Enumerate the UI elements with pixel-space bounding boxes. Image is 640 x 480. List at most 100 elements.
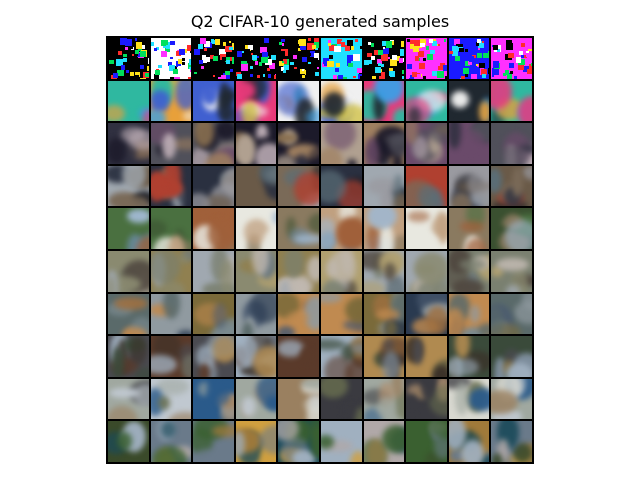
sample-image	[108, 165, 149, 207]
sample-image	[320, 38, 362, 79]
sample-image	[108, 250, 149, 292]
sample-image	[278, 336, 319, 377]
sample-image	[320, 250, 362, 292]
sample-image	[363, 208, 405, 249]
sample-image	[193, 165, 234, 207]
sample-image	[320, 123, 362, 164]
sample-image	[448, 293, 490, 335]
sample-image	[108, 80, 149, 122]
sample-image	[150, 38, 192, 79]
sample-image	[193, 293, 234, 335]
sample-image	[193, 80, 234, 122]
sample-image	[448, 208, 490, 249]
sample-image	[150, 123, 192, 164]
sample-image	[278, 378, 319, 420]
sample-image	[320, 421, 362, 462]
sample-image	[491, 165, 532, 207]
sample-image	[108, 123, 149, 164]
sample-image	[363, 123, 405, 164]
sample-image	[406, 250, 447, 292]
sample-image	[406, 336, 447, 377]
sample-image	[406, 80, 447, 122]
sample-image	[108, 38, 149, 79]
sample-image	[491, 123, 532, 164]
sample-image	[448, 165, 490, 207]
sample-image	[448, 378, 490, 420]
sample-image	[363, 336, 405, 377]
sample-image	[320, 336, 362, 377]
sample-image	[235, 336, 277, 377]
sample-image	[108, 421, 149, 462]
sample-image	[406, 293, 447, 335]
sample-image	[278, 208, 319, 249]
sample-image	[448, 80, 490, 122]
sample-image	[235, 378, 277, 420]
sample-image	[448, 421, 490, 462]
sample-image	[491, 208, 532, 249]
sample-image	[363, 378, 405, 420]
sample-image	[150, 421, 192, 462]
sample-image	[406, 208, 447, 249]
sample-image	[235, 293, 277, 335]
sample-image	[235, 250, 277, 292]
sample-image	[448, 250, 490, 292]
sample-image	[320, 378, 362, 420]
sample-image	[491, 250, 532, 292]
sample-image	[150, 378, 192, 420]
sample-image	[406, 38, 447, 79]
sample-image	[278, 165, 319, 207]
sample-image	[406, 421, 447, 462]
sample-image	[193, 250, 234, 292]
sample-image	[278, 123, 319, 164]
sample-image	[235, 421, 277, 462]
sample-image	[108, 293, 149, 335]
sample-image	[150, 293, 192, 335]
sample-image	[320, 208, 362, 249]
sample-image	[363, 38, 405, 79]
sample-image	[193, 38, 234, 79]
sample-image	[193, 378, 234, 420]
sample-image	[406, 165, 447, 207]
sample-image	[363, 250, 405, 292]
sample-image	[150, 165, 192, 207]
generated-samples-grid	[106, 36, 534, 464]
sample-image	[491, 421, 532, 462]
sample-image	[491, 378, 532, 420]
sample-image	[278, 293, 319, 335]
sample-image	[491, 38, 532, 79]
sample-image	[278, 38, 319, 79]
sample-image	[108, 336, 149, 377]
sample-image	[278, 80, 319, 122]
sample-image	[193, 336, 234, 377]
sample-image	[406, 123, 447, 164]
sample-image	[363, 293, 405, 335]
sample-image	[108, 208, 149, 249]
sample-image	[491, 293, 532, 335]
sample-image	[193, 123, 234, 164]
sample-image	[278, 250, 319, 292]
sample-image	[320, 165, 362, 207]
sample-image	[235, 208, 277, 249]
sample-image	[150, 80, 192, 122]
sample-image	[235, 80, 277, 122]
sample-image	[363, 421, 405, 462]
sample-image	[406, 378, 447, 420]
sample-image	[320, 293, 362, 335]
sample-image	[363, 80, 405, 122]
sample-image	[448, 336, 490, 377]
sample-image	[278, 421, 319, 462]
sample-image	[150, 250, 192, 292]
sample-image	[448, 38, 490, 79]
sample-image	[448, 123, 490, 164]
sample-image	[491, 80, 532, 122]
sample-image	[235, 165, 277, 207]
sample-image	[320, 80, 362, 122]
figure-title: Q2 CIFAR-10 generated samples	[190, 12, 450, 31]
sample-image	[235, 123, 277, 164]
sample-image	[491, 336, 532, 377]
sample-image	[363, 165, 405, 207]
sample-image	[150, 336, 192, 377]
sample-image	[150, 208, 192, 249]
sample-image	[235, 38, 277, 79]
sample-image	[193, 208, 234, 249]
